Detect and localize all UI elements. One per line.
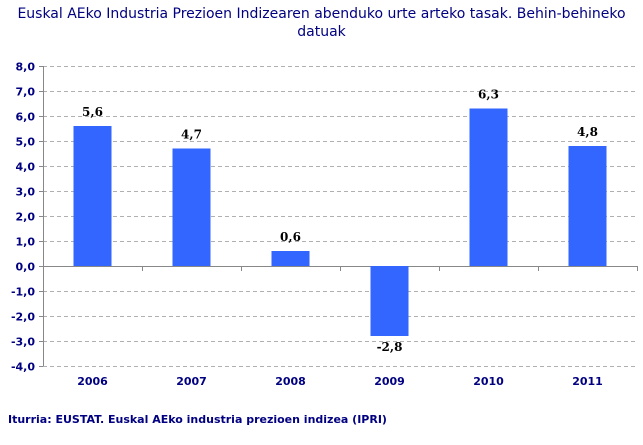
y-tick-label: 7,0: [16, 86, 36, 99]
x-tick-label: 2009: [374, 375, 405, 388]
x-tick-label: 2011: [572, 375, 603, 388]
y-tick-label: 1,0: [16, 236, 36, 249]
bar-2009: [370, 266, 409, 336]
x-tick-label: 2008: [275, 375, 306, 388]
data-label: 4,7: [181, 128, 202, 142]
bar-2006: [73, 126, 112, 266]
bar-2008: [271, 251, 310, 266]
data-label: -2,8: [377, 340, 403, 354]
x-tick-label: 2007: [176, 375, 207, 388]
y-tick-label: -2,0: [11, 311, 35, 324]
y-tick-label: 5,0: [16, 136, 36, 149]
y-tick-label: 8,0: [16, 61, 36, 74]
chart-title: Euskal AEko Industria Prezioen Indizeare…: [17, 6, 626, 40]
x-tick-label: 2006: [77, 375, 108, 388]
data-label: 4,8: [577, 125, 598, 139]
y-tick-label: -3,0: [11, 336, 35, 349]
x-tick-label: 2010: [473, 375, 504, 388]
bar-2011: [568, 146, 607, 266]
bar-2010: [469, 108, 508, 266]
y-tick-label: 4,0: [16, 161, 36, 174]
y-tick-label: 0,0: [16, 261, 36, 274]
bar-2007: [172, 148, 211, 266]
source-note: Iturria: EUSTAT. Euskal AEko industria p…: [8, 413, 387, 426]
data-label: 0,6: [280, 230, 301, 244]
y-tick-label: 3,0: [16, 186, 36, 199]
y-tick-label: 6,0: [16, 111, 36, 124]
y-tick-label: 2,0: [16, 211, 36, 224]
y-tick-label: -4,0: [11, 361, 35, 374]
data-label: 6,3: [478, 88, 499, 102]
y-tick-label: -1,0: [11, 286, 35, 299]
data-label: 5,6: [82, 105, 103, 119]
